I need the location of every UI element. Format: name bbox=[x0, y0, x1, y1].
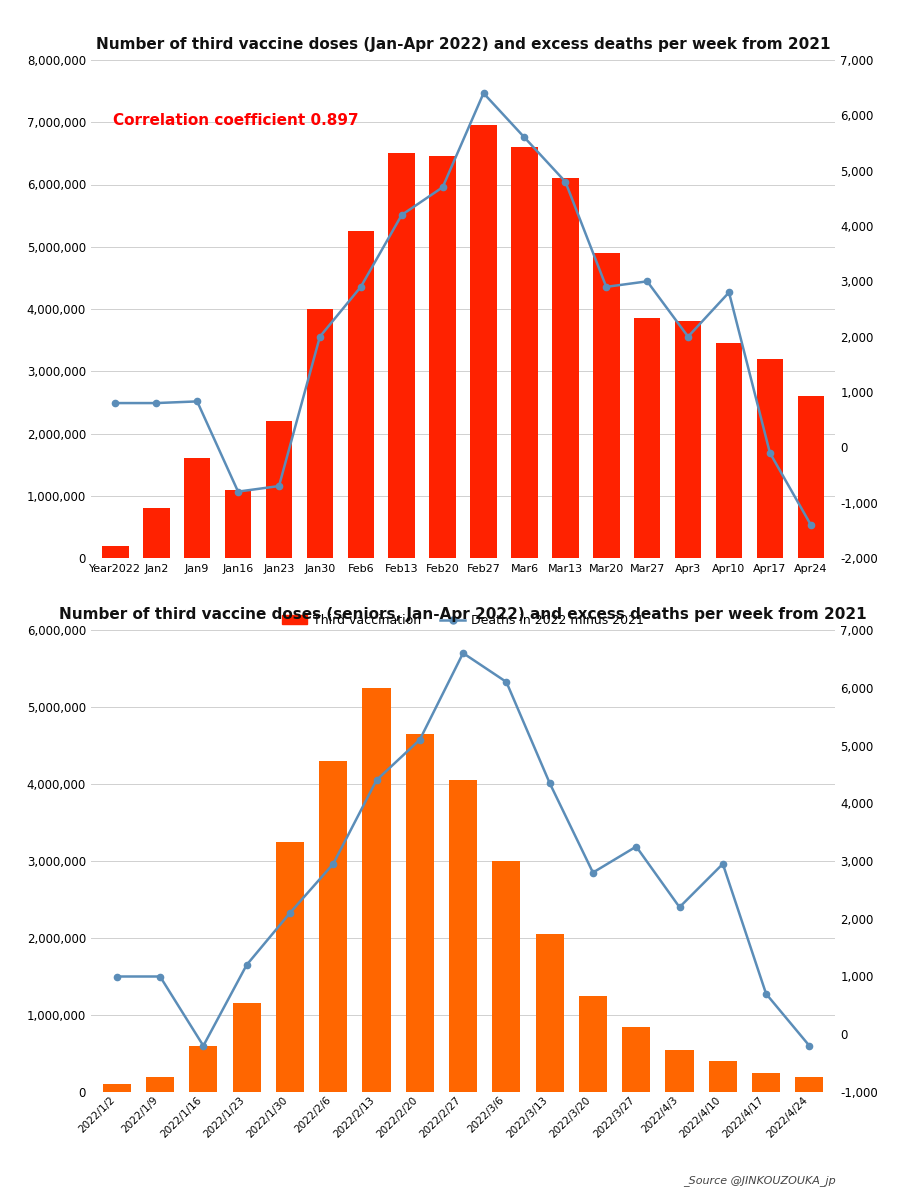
Bar bbox=[103, 1085, 131, 1092]
Bar bbox=[406, 734, 434, 1092]
Bar bbox=[470, 125, 497, 558]
Text: Correlation coefficient 0.897: Correlation coefficient 0.897 bbox=[114, 113, 359, 127]
Bar bbox=[276, 841, 304, 1092]
Bar bbox=[348, 232, 374, 558]
Bar bbox=[143, 509, 170, 558]
Bar bbox=[795, 1076, 824, 1092]
Bar bbox=[232, 1003, 261, 1092]
Bar bbox=[146, 1076, 174, 1092]
Bar bbox=[511, 148, 538, 558]
Bar bbox=[307, 308, 333, 558]
Bar bbox=[752, 1073, 780, 1092]
Bar bbox=[756, 359, 784, 558]
Bar bbox=[449, 780, 477, 1092]
Bar bbox=[797, 396, 824, 558]
Bar bbox=[492, 862, 520, 1092]
Bar bbox=[579, 996, 607, 1092]
Bar bbox=[189, 1045, 217, 1092]
Bar bbox=[362, 688, 390, 1092]
Bar bbox=[709, 1061, 737, 1092]
Bar bbox=[536, 934, 564, 1092]
Bar bbox=[716, 343, 742, 558]
Bar bbox=[183, 458, 211, 558]
Bar bbox=[675, 322, 701, 558]
Bar bbox=[666, 1050, 694, 1092]
Text: _Source @JINKOUZOUKA_jp: _Source @JINKOUZOUKA_jp bbox=[683, 1175, 835, 1186]
Legend: Third vaccination, Deaths in 2022 minus 2021: Third vaccination, Deaths in 2022 minus … bbox=[277, 610, 649, 632]
Bar bbox=[102, 546, 129, 558]
Bar bbox=[389, 154, 415, 558]
Title: Number of third vaccine doses (Jan-Apr 2022) and excess deaths per week from 202: Number of third vaccine doses (Jan-Apr 2… bbox=[96, 37, 830, 52]
Bar bbox=[552, 179, 578, 558]
Bar bbox=[622, 1026, 650, 1092]
Bar bbox=[429, 156, 456, 558]
Title: Number of third vaccine doses (seniors, Jan-Apr 2022) and excess deaths per week: Number of third vaccine doses (seniors, … bbox=[59, 607, 867, 622]
Bar bbox=[266, 421, 292, 558]
Bar bbox=[593, 253, 619, 558]
Bar bbox=[225, 490, 252, 558]
Bar bbox=[319, 761, 347, 1092]
Bar bbox=[634, 318, 660, 558]
